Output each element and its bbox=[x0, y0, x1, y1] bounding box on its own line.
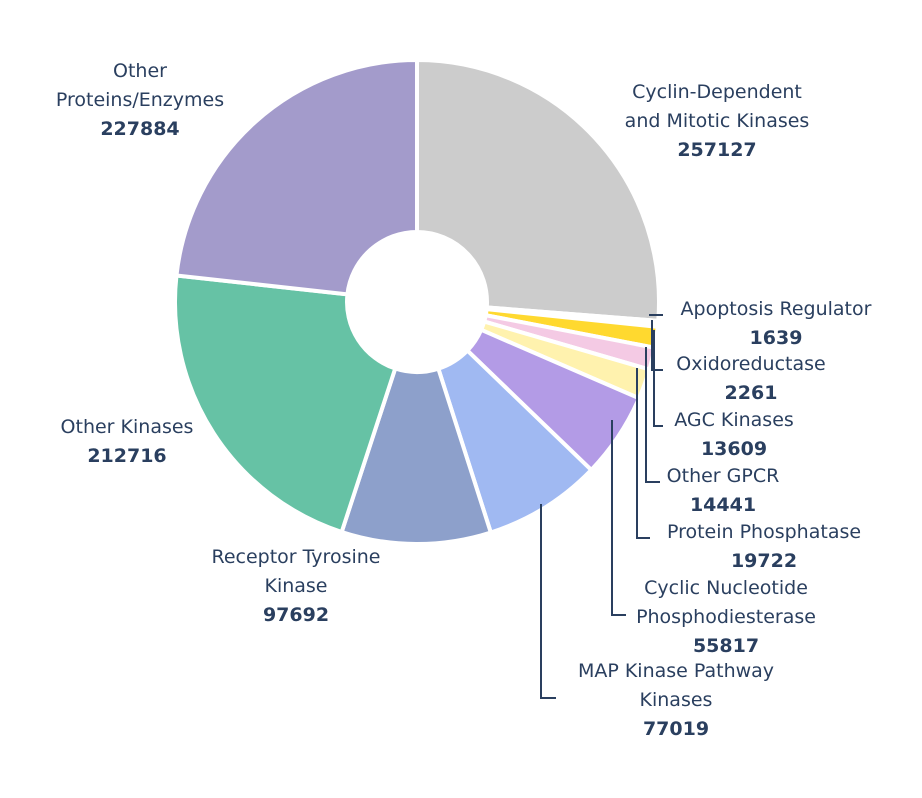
slice-label-agc-kinases: AGC Kinases bbox=[674, 409, 794, 431]
slice-value-cyclin-dependent-and-mitotic-kinases: 257127 bbox=[677, 139, 756, 161]
slice-label-other-proteins-enzymes: Other bbox=[113, 60, 167, 82]
leader-line-other-gpcr bbox=[645, 347, 660, 483]
slice-other-kinases[interactable] bbox=[173, 273, 398, 535]
leader-lines bbox=[540, 314, 663, 699]
slice-other-proteins-enzymes[interactable] bbox=[174, 57, 419, 297]
leader-line-map-kinase-pathway-kinases bbox=[540, 504, 556, 699]
slice-label-receptor-tyrosine-kinase: Receptor Tyrosine bbox=[212, 546, 381, 568]
slice-value-apoptosis-regulator: 1639 bbox=[750, 327, 803, 349]
slice-label-receptor-tyrosine-kinase: Kinase bbox=[264, 575, 327, 597]
slice-label-other-kinases: Other Kinases bbox=[61, 416, 194, 438]
slice-value-agc-kinases: 13609 bbox=[701, 438, 767, 460]
slice-label-cyclic-nucleotide-phosphodiesterase: Cyclic Nucleotide bbox=[644, 577, 808, 599]
slice-value-protein-phosphatase: 19722 bbox=[731, 550, 797, 572]
slice-label-protein-phosphatase: Protein Phosphatase bbox=[667, 521, 861, 543]
slice-label-cyclin-dependent-and-mitotic-kinases: and Mitotic Kinases bbox=[625, 110, 810, 132]
slice-label-other-proteins-enzymes: Proteins/Enzymes bbox=[56, 89, 224, 111]
slice-label-map-kinase-pathway-kinases: MAP Kinase Pathway bbox=[578, 660, 774, 682]
slice-cyclin-dependent-and-mitotic-kinases[interactable] bbox=[415, 57, 661, 323]
slice-labels: Cyclin-Dependent and Mitotic Kinases 25712… bbox=[56, 60, 872, 740]
slice-value-receptor-tyrosine-kinase: 97692 bbox=[263, 604, 329, 626]
slices bbox=[173, 57, 661, 546]
slice-value-oxidoreductase: 2261 bbox=[725, 382, 778, 404]
leader-line-protein-phosphatase bbox=[636, 368, 650, 539]
slice-label-cyclic-nucleotide-phosphodiesterase: Phosphodiesterase bbox=[636, 606, 816, 628]
slice-label-cyclin-dependent-and-mitotic-kinases: Cyclin-Dependent bbox=[632, 81, 802, 103]
slice-value-other-kinases: 212716 bbox=[87, 445, 166, 467]
slice-label-map-kinase-pathway-kinases: Kinases bbox=[640, 689, 713, 711]
leader-line-cyclic-nucleotide-phosphodiesterase bbox=[611, 420, 626, 616]
slice-label-apoptosis-regulator: Apoptosis Regulator bbox=[681, 298, 872, 320]
slice-value-map-kinase-pathway-kinases: 77019 bbox=[643, 718, 709, 740]
slice-label-other-gpcr: Other GPCR bbox=[667, 465, 780, 487]
slice-value-other-proteins-enzymes: 227884 bbox=[100, 118, 179, 140]
slice-value-other-gpcr: 14441 bbox=[690, 494, 756, 516]
slice-value-cyclic-nucleotide-phosphodiesterase: 55817 bbox=[693, 635, 759, 657]
slice-receptor-tyrosine-kinase[interactable] bbox=[339, 366, 494, 546]
leader-line-agc-kinases bbox=[653, 330, 663, 427]
leader-line-oxidoreductase bbox=[651, 320, 663, 371]
slice-label-oxidoreductase: Oxidoreductase bbox=[676, 353, 825, 375]
